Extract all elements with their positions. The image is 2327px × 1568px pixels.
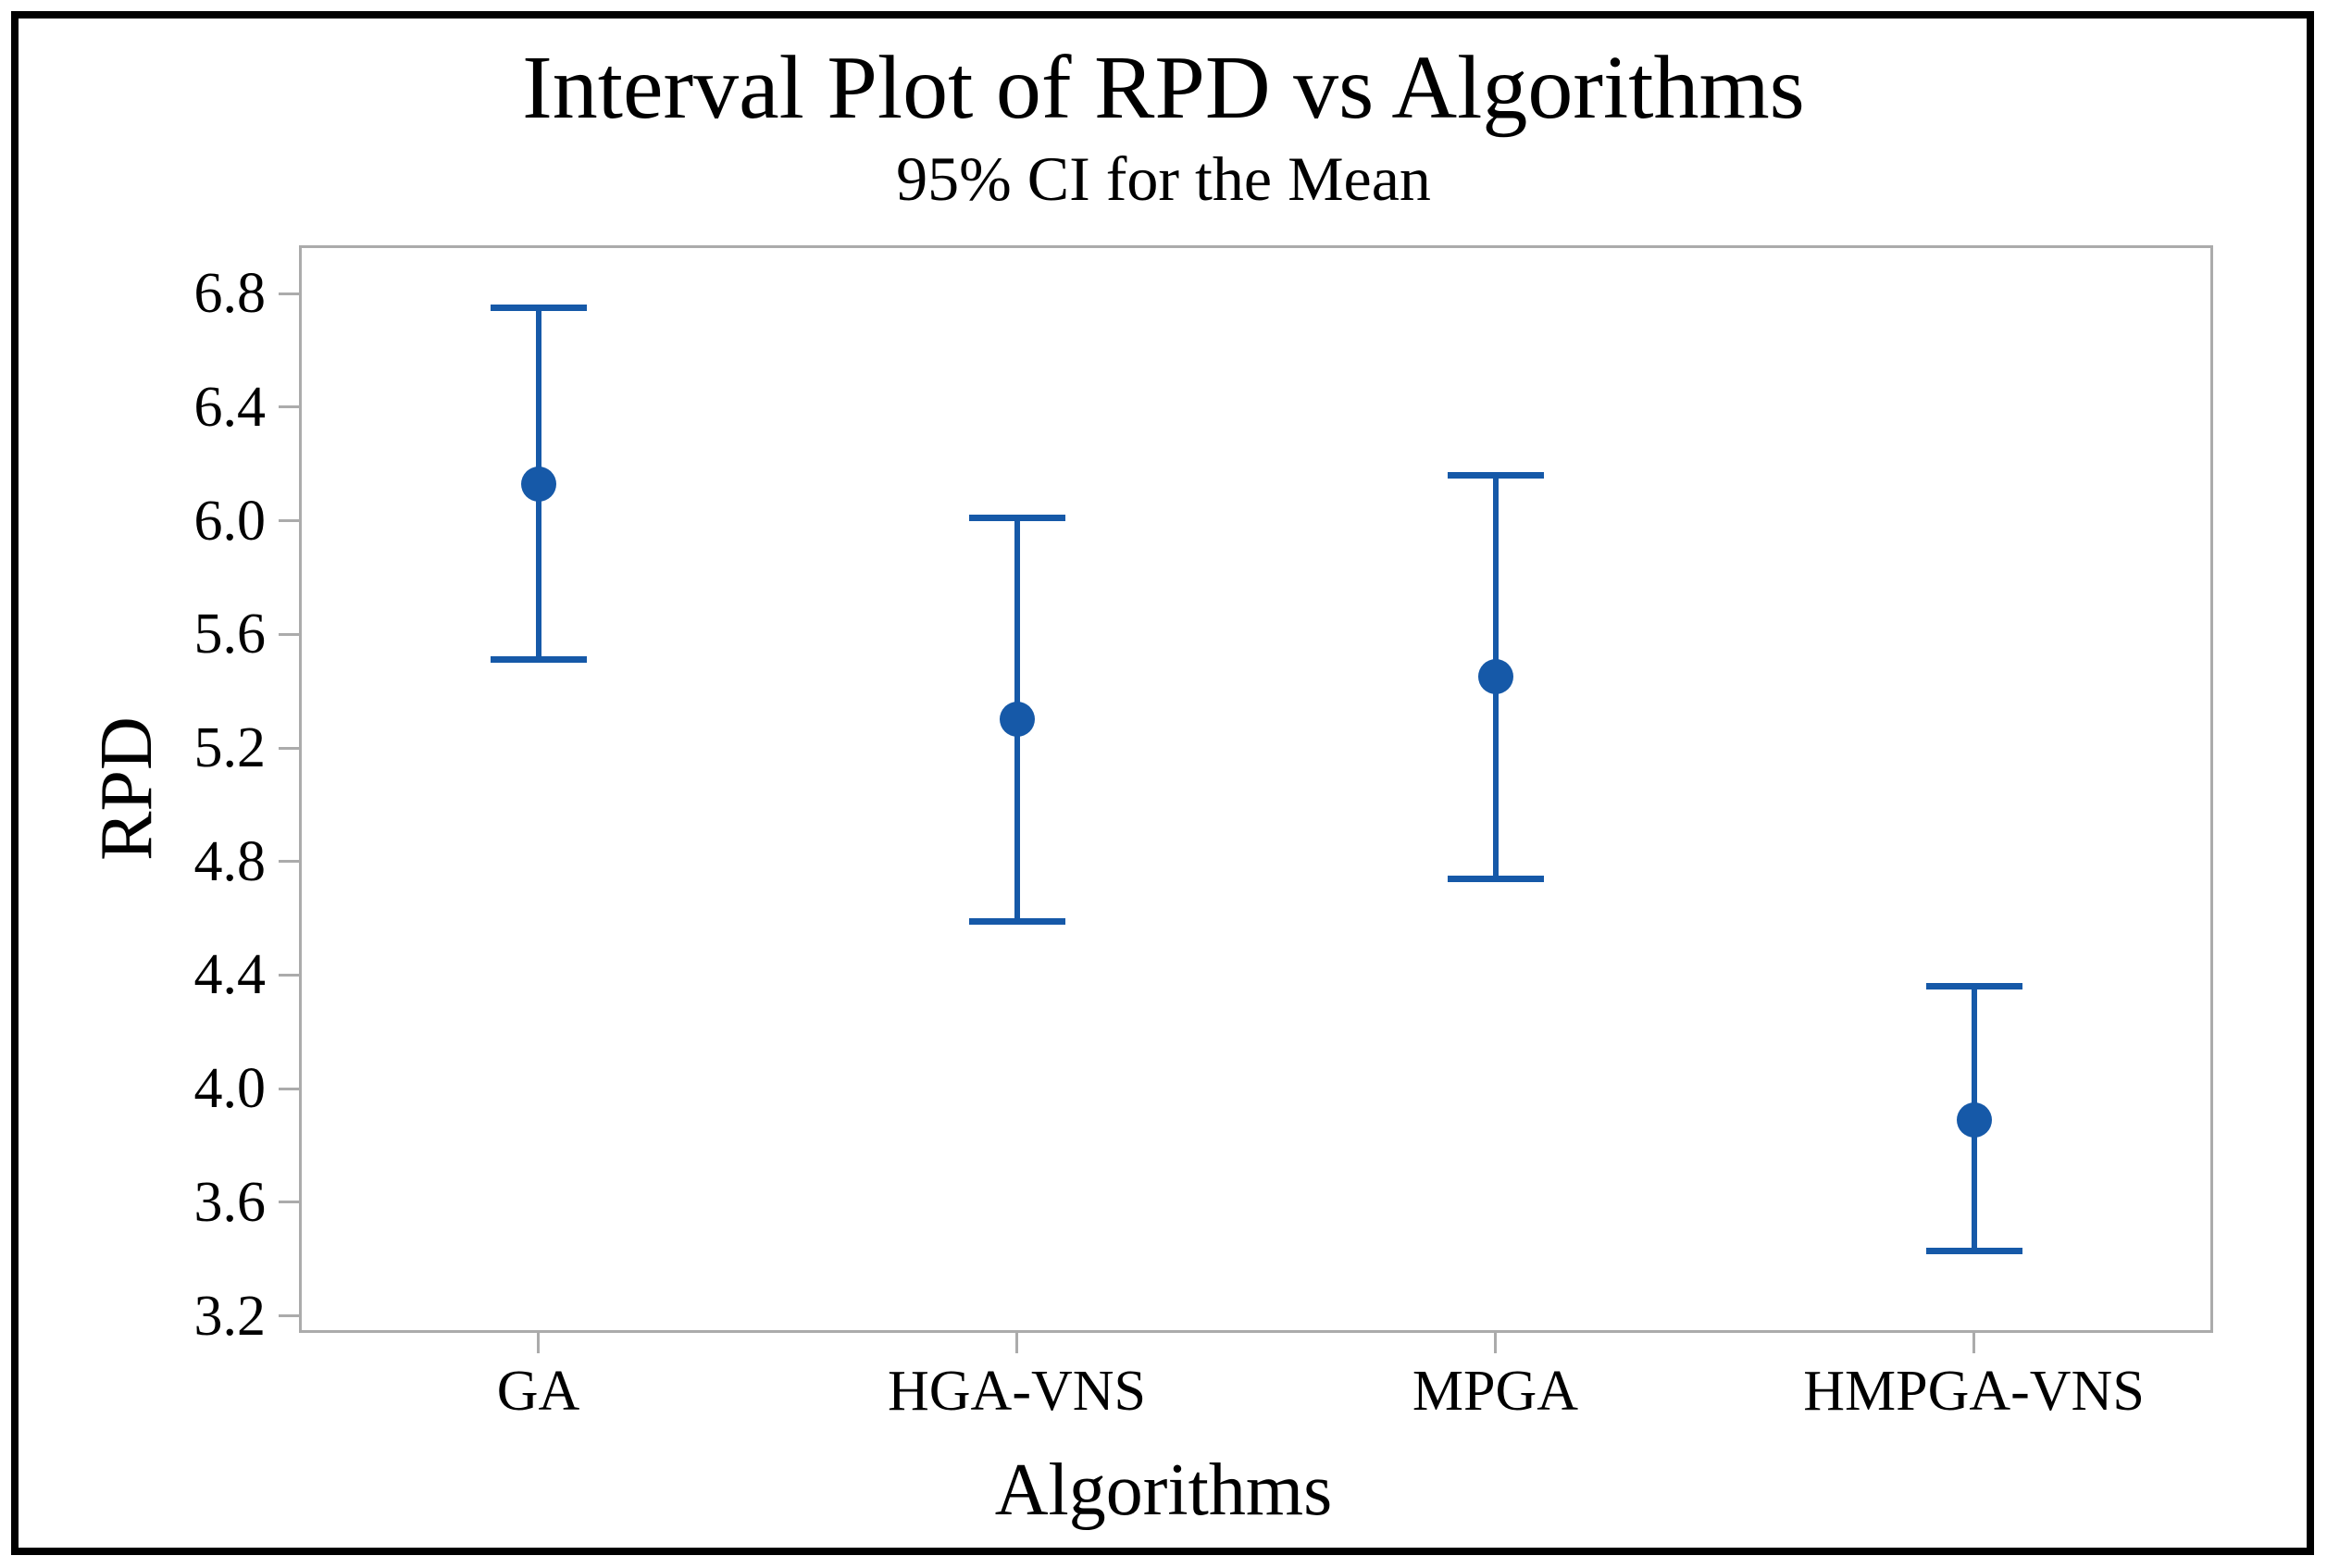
chart-title: Interval Plot of RPD vs Algorithms [522,38,1805,138]
y-tick-label: 6.0 [193,489,267,553]
x-tick-label: MPGA [1412,1360,1579,1423]
y-tick-mark [279,1314,299,1318]
y-tick-label: 4.0 [193,1057,267,1121]
mean-dot [1477,659,1513,695]
ci-cap-bottom [968,917,1065,925]
ci-cap-top [1447,471,1544,479]
y-tick-mark [279,973,299,977]
ci-cap-bottom [490,656,587,664]
y-tick-mark [279,860,299,864]
y-tick-mark [279,632,299,636]
x-tick-label: HGA-VNS [888,1360,1146,1423]
x-tick-mark [537,1333,540,1353]
x-tick-label: GA [496,1360,580,1423]
ci-cap-bottom [1447,875,1544,882]
y-tick-mark [279,519,299,523]
mean-dot [999,702,1035,738]
y-tick-label: 6.8 [193,262,267,326]
ci-cap-bottom [1925,1247,2022,1254]
y-tick-mark [279,1087,299,1090]
y-tick-label: 4.4 [193,943,267,1007]
chart-subtitle: 95% CI for the Mean [896,143,1431,214]
x-tick-mark [1972,1333,1975,1353]
y-tick-mark [279,292,299,295]
ci-cap-top [490,304,587,311]
mean-dot [1956,1101,1992,1138]
y-tick-label: 4.8 [193,829,267,893]
x-axis-title: Algorithms [994,1450,1333,1531]
x-tick-mark [1015,1333,1018,1353]
y-tick-label: 3.6 [193,1170,267,1234]
y-tick-mark [279,1201,299,1204]
ci-cap-top [968,515,1065,522]
y-tick-label: 3.2 [193,1284,267,1348]
mean-dot [520,466,556,502]
y-tick-label: 5.2 [193,716,267,780]
ci-cap-top [1925,983,2022,990]
x-tick-label: HMPGA-VNS [1803,1360,2145,1423]
y-tick-mark [279,405,299,409]
plot-area [299,245,2213,1333]
x-tick-mark [1494,1333,1497,1353]
y-tick-mark [279,746,299,750]
y-tick-label: 5.6 [193,603,267,666]
y-tick-label: 6.4 [193,375,267,439]
